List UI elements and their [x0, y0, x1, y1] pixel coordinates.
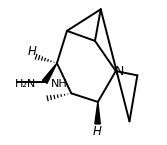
Text: H₂N: H₂N [15, 79, 36, 89]
Text: H: H [93, 125, 102, 138]
Polygon shape [95, 102, 100, 124]
Text: H: H [28, 45, 37, 58]
Polygon shape [42, 63, 57, 83]
Text: N: N [115, 65, 124, 78]
Text: NH: NH [50, 79, 67, 89]
